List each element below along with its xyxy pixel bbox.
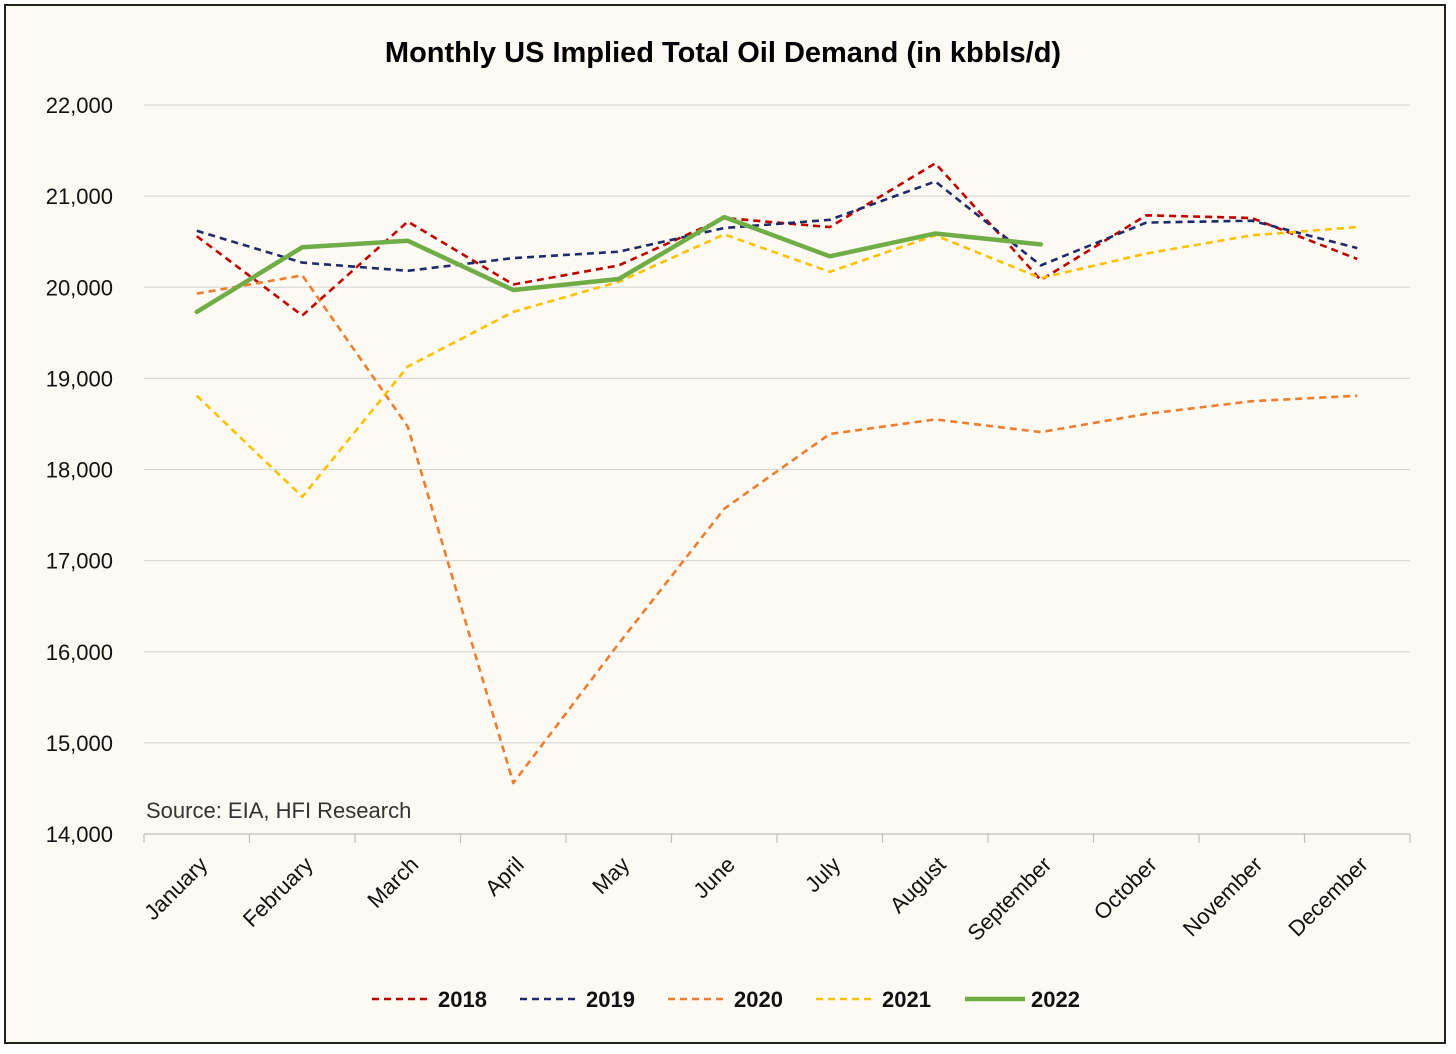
x-tick-label: May bbox=[587, 852, 634, 899]
x-tick-label: December bbox=[1283, 852, 1372, 941]
x-tick-label: August bbox=[885, 852, 951, 918]
x-tick-label: July bbox=[800, 852, 845, 897]
legend-label-2022: 2022 bbox=[1031, 987, 1080, 1012]
x-tick-label: January bbox=[139, 852, 212, 925]
series-line-2021 bbox=[195, 225, 1358, 499]
y-tick-label: 18,000 bbox=[46, 458, 113, 483]
y-tick-label: 15,000 bbox=[46, 731, 113, 756]
legend-label-2019: 2019 bbox=[586, 987, 635, 1012]
y-tick-label: 14,000 bbox=[46, 822, 113, 847]
x-tick-label: March bbox=[362, 852, 423, 913]
y-tick-label: 21,000 bbox=[46, 184, 113, 209]
legend-label-2020: 2020 bbox=[734, 987, 783, 1012]
source-note: Source: EIA, HFI Research bbox=[146, 798, 411, 823]
series-line-2018 bbox=[196, 162, 1358, 317]
series-line-2019 bbox=[196, 180, 1358, 273]
chart-frame bbox=[4, 4, 1446, 1044]
x-tick-label: April bbox=[480, 852, 529, 901]
x-tick-label: October bbox=[1089, 852, 1162, 925]
x-tick-label: September bbox=[963, 852, 1057, 946]
x-tick-label: June bbox=[688, 852, 739, 903]
legend-label-2021: 2021 bbox=[882, 987, 931, 1012]
gridlines bbox=[144, 104, 1410, 744]
x-tick-label: November bbox=[1178, 852, 1267, 941]
legend-label-2018: 2018 bbox=[438, 987, 487, 1012]
y-tick-label: 19,000 bbox=[46, 366, 113, 391]
y-tick-label: 16,000 bbox=[46, 640, 113, 665]
series-lines bbox=[194, 162, 1358, 785]
y-tick-label: 22,000 bbox=[46, 93, 113, 118]
x-axis: January February March April May June July Augu… bbox=[139, 833, 1411, 946]
y-tick-label: 17,000 bbox=[46, 549, 113, 574]
chart-title: Monthly US Implied Total Oil Demand (in … bbox=[385, 37, 1061, 69]
legend: 2018 2019 2020 2021 2022 bbox=[372, 987, 1080, 1012]
y-axis-tick-labels: 22,000 21,000 20,000 19,000 18,000 17,000 16,0… bbox=[46, 93, 113, 847]
x-tick-label: February bbox=[238, 852, 318, 932]
y-tick-label: 20,000 bbox=[46, 275, 113, 300]
series-line-2022 bbox=[194, 214, 1044, 315]
series-line-2020 bbox=[196, 274, 1358, 785]
